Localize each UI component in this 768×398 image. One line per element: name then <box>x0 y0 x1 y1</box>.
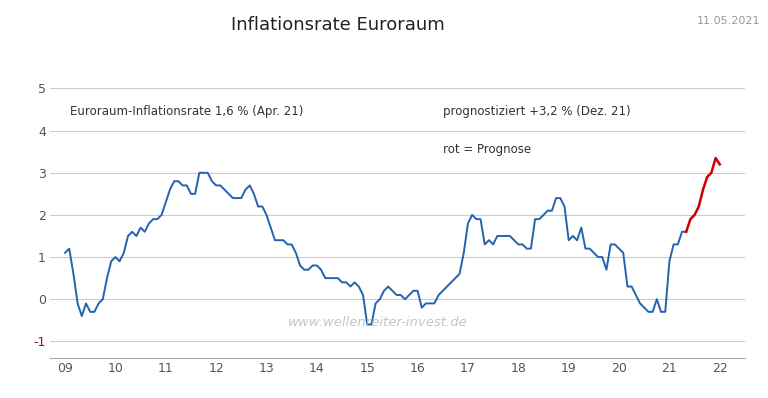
Text: 11.05.2021: 11.05.2021 <box>697 16 760 26</box>
Text: rot = Prognose: rot = Prognose <box>443 143 531 156</box>
Text: Euroraum-Inflationsrate 1,6 % (Apr. 21): Euroraum-Inflationsrate 1,6 % (Apr. 21) <box>70 105 303 118</box>
Text: prognostiziert +3,2 % (Dez. 21): prognostiziert +3,2 % (Dez. 21) <box>443 105 631 118</box>
Text: Inflationsrate Euroraum: Inflationsrate Euroraum <box>231 16 445 34</box>
Text: www.wellenreiter-invest.de: www.wellenreiter-invest.de <box>287 316 467 329</box>
